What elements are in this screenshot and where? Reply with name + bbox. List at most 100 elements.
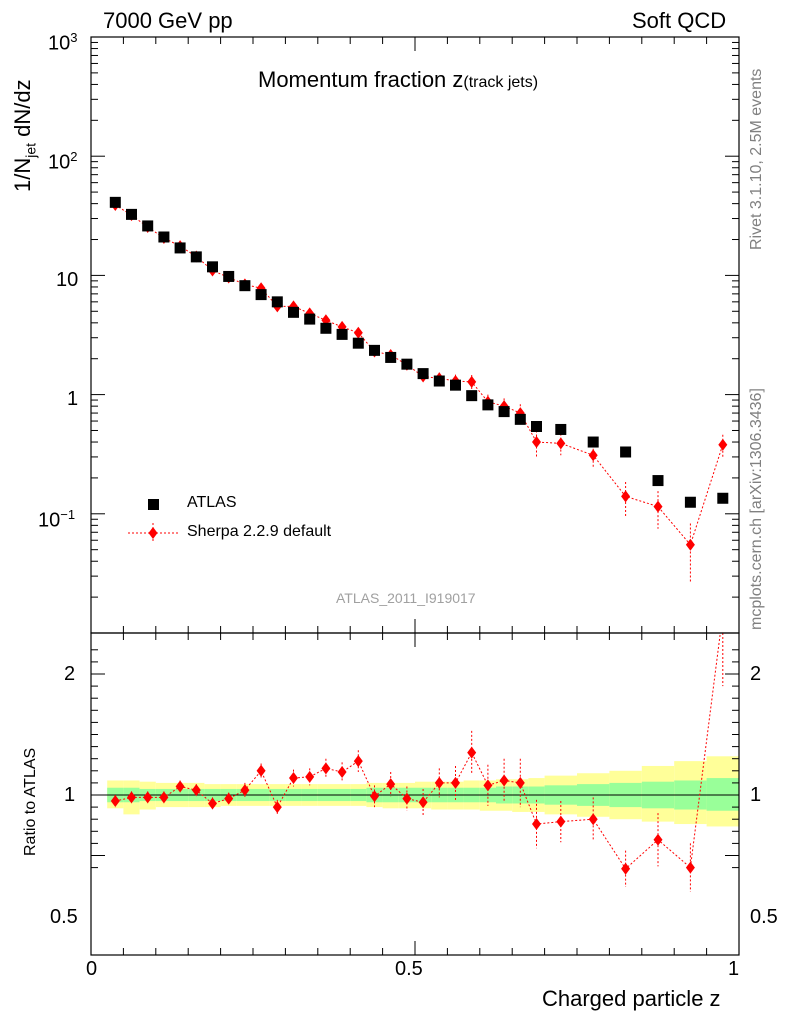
- main-data-point: [320, 322, 332, 334]
- ratio-mc-point: [191, 784, 201, 797]
- ratio-mc-point: [653, 833, 663, 846]
- main-data-point: [288, 306, 299, 318]
- main-data-point: [239, 280, 251, 292]
- axis-ticks: [90, 36, 740, 955]
- main-data-point: [304, 313, 316, 325]
- plot-title-variable: z: [452, 67, 464, 92]
- ratio-y-tick-2-left: 2: [64, 663, 76, 685]
- ratio-mc-point: [337, 766, 347, 779]
- main-data-point: [531, 420, 542, 432]
- ratio-mc-point: [402, 792, 412, 805]
- main-data-point: [126, 208, 137, 220]
- plot-title-subscript: (track jets): [463, 74, 539, 91]
- ratio-mc-point: [175, 780, 185, 793]
- main-data-point: [255, 289, 267, 301]
- ratio-mc-point: [418, 796, 428, 809]
- plot-title-main: Momentum fraction: [258, 67, 453, 92]
- ratio-y-tick-1-right: 1: [750, 784, 762, 806]
- ratio-mc-series: [110, 633, 724, 892]
- ratio-mc-point: [127, 791, 136, 804]
- x-axis-label: Charged particle z: [542, 986, 721, 1011]
- main-data-point: [417, 368, 429, 380]
- main-data-point: [190, 251, 202, 263]
- main-data-point: [717, 492, 729, 504]
- ratio-mc-point: [240, 784, 250, 797]
- main-data-point: [498, 406, 510, 418]
- plot-title: Momentum fraction z(track jets): [258, 67, 538, 93]
- ratio-mc-point: [224, 792, 234, 805]
- x-tick-label-1: 1: [728, 958, 740, 980]
- legend-mc-label: Sherpa 2.2.9 default: [187, 523, 332, 540]
- ratio-mc-point: [353, 755, 363, 768]
- y-axis-label: 1/Njet dN/dz: [10, 79, 38, 192]
- y-tick-label-100: 102: [48, 149, 78, 174]
- ratio-mc-point: [370, 790, 379, 803]
- ratio-mc-point: [289, 772, 298, 785]
- main-mc-point: [556, 437, 566, 450]
- ratio-y-tick-2-right: 2: [750, 663, 762, 685]
- ratio-mc-point: [621, 862, 631, 875]
- main-data-point: [109, 196, 121, 208]
- main-data-point: [482, 399, 494, 411]
- main-mc-point: [588, 449, 598, 462]
- main-data-point: [466, 390, 478, 402]
- ratio-mc-point: [256, 764, 266, 777]
- main-data-point: [369, 344, 380, 356]
- ratio-mc-point: [143, 791, 153, 804]
- main-data-point: [401, 358, 413, 370]
- main-mc-point: [718, 438, 728, 451]
- y-axis-label-sub: jet: [22, 142, 39, 158]
- ratio-mc-point: [321, 762, 331, 775]
- main-data-point: [450, 379, 461, 391]
- main-mc-point: [685, 538, 695, 551]
- main-data-point: [142, 220, 154, 232]
- ratio-mc-point: [159, 791, 169, 804]
- main-data-point: [336, 328, 348, 340]
- header-category-label: Soft QCD: [632, 8, 727, 33]
- ratio-y-tick-1-left: 1: [64, 784, 76, 806]
- main-data-point: [174, 242, 186, 254]
- y-tick-label-10: 10: [56, 269, 79, 291]
- main-data-point: [620, 446, 632, 458]
- main-data-point: [433, 375, 445, 387]
- ratio-mc-point: [483, 779, 493, 792]
- main-mc-point: [653, 500, 663, 513]
- main-frame: [90, 36, 740, 634]
- ratio-mc-point: [272, 801, 282, 814]
- main-mc-point: [467, 375, 477, 388]
- main-data-point: [385, 351, 397, 363]
- ratio-mc-point: [110, 795, 120, 808]
- ratio-mc-point: [467, 746, 477, 759]
- ratio-mc-point: [588, 813, 598, 826]
- main-mc-point: [621, 490, 631, 503]
- y-tick-label-1: 1: [67, 388, 79, 410]
- x-tick-label-0: 0: [86, 958, 98, 980]
- header-energy-label: 7000 GeV pp: [103, 8, 233, 33]
- main-mc-point: [532, 436, 541, 449]
- main-data-point: [684, 496, 696, 508]
- y-tick-label-0.1: 10−1: [38, 507, 76, 532]
- ratio-mc-point: [556, 815, 566, 828]
- main-mc-point: [353, 326, 363, 339]
- y-axis-label-rest: dN/dz: [10, 79, 35, 143]
- ratio-uncertainty-bands: [107, 756, 739, 827]
- ratio-mc-point: [499, 774, 509, 787]
- ratio-mc-point: [451, 776, 460, 789]
- x-tick-label-0.5: 0.5: [395, 958, 423, 980]
- ratio-y-tick-0.5-left: 0.5: [50, 906, 78, 928]
- main-data-point: [223, 270, 235, 282]
- ratio-mc-point: [532, 818, 541, 831]
- ratio-mc-point: [685, 861, 695, 874]
- main-data-point: [158, 231, 170, 243]
- main-data-point: [652, 475, 664, 487]
- ratio-mc-point: [305, 770, 315, 783]
- ratio-y-axis-label: Ratio to ATLAS: [22, 747, 39, 856]
- main-data-point: [352, 337, 364, 349]
- legend-mc-marker: [148, 527, 158, 539]
- ratio-mc-line: [115, 633, 721, 870]
- y-axis-label-main: 1/N: [10, 157, 35, 192]
- legend-markers: [128, 499, 178, 543]
- main-data-point: [587, 436, 599, 448]
- y-tick-label-1000: 103: [48, 30, 78, 55]
